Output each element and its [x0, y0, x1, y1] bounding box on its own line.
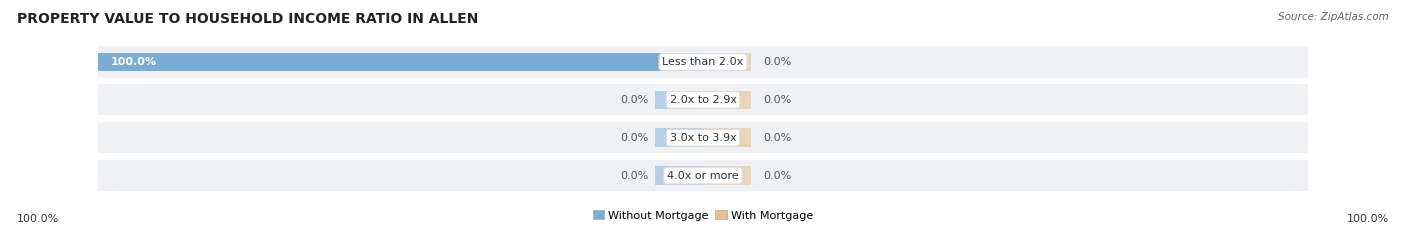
- Text: 2.0x to 2.9x: 2.0x to 2.9x: [669, 95, 737, 105]
- Text: Less than 2.0x: Less than 2.0x: [662, 57, 744, 67]
- Bar: [703, 91, 751, 109]
- Bar: [655, 128, 703, 147]
- Text: PROPERTY VALUE TO HOUSEHOLD INCOME RATIO IN ALLEN: PROPERTY VALUE TO HOUSEHOLD INCOME RATIO…: [17, 12, 478, 26]
- Text: 0.0%: 0.0%: [620, 133, 648, 143]
- Bar: [703, 166, 751, 185]
- Text: 100.0%: 100.0%: [1347, 214, 1389, 224]
- Text: 0.0%: 0.0%: [620, 171, 648, 181]
- Text: Source: ZipAtlas.com: Source: ZipAtlas.com: [1278, 12, 1389, 22]
- Bar: [703, 53, 751, 71]
- Bar: [703, 128, 751, 147]
- Text: 0.0%: 0.0%: [763, 133, 792, 143]
- Text: 0.0%: 0.0%: [763, 95, 792, 105]
- Text: 100.0%: 100.0%: [17, 214, 59, 224]
- Text: 3.0x to 3.9x: 3.0x to 3.9x: [669, 133, 737, 143]
- Legend: Without Mortgage, With Mortgage: Without Mortgage, With Mortgage: [588, 206, 818, 225]
- Bar: [655, 166, 703, 185]
- Text: 0.0%: 0.0%: [763, 57, 792, 67]
- Text: 4.0x or more: 4.0x or more: [668, 171, 738, 181]
- Text: 100.0%: 100.0%: [111, 57, 156, 67]
- Text: 0.0%: 0.0%: [620, 95, 648, 105]
- Bar: [98, 53, 703, 71]
- Text: 0.0%: 0.0%: [763, 171, 792, 181]
- Bar: [655, 91, 703, 109]
